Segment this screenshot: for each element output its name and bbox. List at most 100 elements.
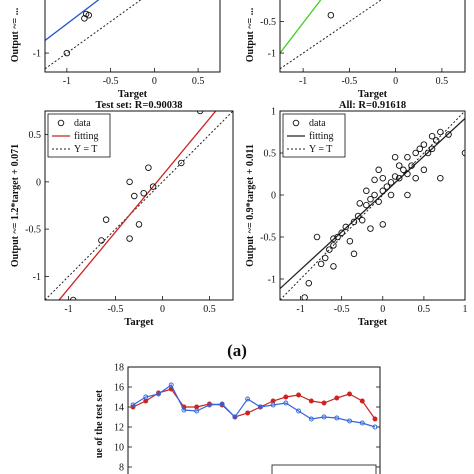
data-point bbox=[412, 174, 419, 182]
series-point-2 bbox=[156, 391, 161, 397]
fit-line bbox=[280, 0, 322, 54]
data-point bbox=[437, 174, 444, 182]
series-point-1 bbox=[194, 404, 200, 410]
data-point bbox=[391, 173, 399, 180]
panel-training-partial: -1 -0.5 0 0.5 -1 Target Output ~= ... bbox=[10, 0, 221, 100]
legend-marker-data bbox=[57, 119, 65, 127]
series-point-2 bbox=[321, 414, 327, 420]
axes-frame bbox=[279, 110, 466, 301]
data-point bbox=[412, 149, 419, 157]
series-point-1 bbox=[296, 392, 302, 398]
series-line-1 bbox=[132, 388, 376, 420]
x-tick-label: 0 bbox=[393, 76, 398, 87]
data-point bbox=[379, 221, 387, 228]
plot-area bbox=[45, 0, 142, 70]
y-tick-label: 0 bbox=[271, 191, 276, 202]
data-point bbox=[437, 128, 444, 136]
y-tick-label: -0.5 bbox=[260, 17, 276, 28]
data-point bbox=[354, 212, 362, 220]
x-axis-label: Target bbox=[124, 317, 154, 328]
series-point-2 bbox=[308, 416, 314, 422]
data-point bbox=[383, 183, 391, 190]
series-point-2 bbox=[181, 407, 187, 413]
panel-all: -1 -0.5 0 0.5 1 -1 -0.5 0 0.5 1 Target Output ~= 0.… bbox=[245, 100, 468, 328]
y-axis-label: ue of the test set bbox=[94, 389, 105, 458]
axes-frame bbox=[44, 110, 234, 301]
y-tick-label: -1 bbox=[33, 49, 41, 60]
x-tick-label: 1 bbox=[463, 304, 468, 315]
data-point bbox=[400, 166, 407, 174]
y-tick-label: 0.5 bbox=[29, 130, 42, 141]
series-point-1 bbox=[347, 391, 352, 397]
y-tick-label: 0.5 bbox=[264, 149, 277, 160]
series-point-2 bbox=[334, 415, 340, 421]
y-tick-label: -1 bbox=[268, 275, 276, 286]
series-point-2 bbox=[359, 420, 365, 426]
data-point bbox=[371, 191, 378, 199]
data-point bbox=[375, 166, 382, 174]
data-point bbox=[330, 263, 337, 270]
data-point bbox=[395, 162, 403, 169]
x-tick-label: -1 bbox=[296, 304, 304, 315]
x-tick-label: -0.5 bbox=[108, 304, 124, 315]
data-point bbox=[69, 296, 77, 300]
data-point bbox=[416, 145, 424, 153]
data-point bbox=[82, 10, 90, 18]
data-point bbox=[420, 166, 428, 174]
y-tick-label: -1 bbox=[268, 49, 276, 60]
series-point-1 bbox=[245, 410, 251, 416]
series-point-1 bbox=[359, 398, 365, 404]
data-point bbox=[371, 176, 378, 184]
data-point bbox=[420, 141, 428, 148]
data-point bbox=[408, 162, 415, 169]
series-point-2 bbox=[347, 418, 352, 424]
data-point bbox=[131, 192, 138, 200]
data-point bbox=[178, 159, 185, 167]
data-point bbox=[342, 223, 350, 231]
data-point bbox=[98, 237, 105, 244]
data-point bbox=[126, 235, 133, 242]
data-point bbox=[301, 294, 308, 300]
data-point bbox=[461, 149, 465, 157]
y-tick-label: 8 bbox=[119, 463, 124, 474]
data-point bbox=[445, 131, 452, 138]
y-tick-label: -0.5 bbox=[25, 225, 41, 236]
legend-label-ideal: Y = T bbox=[309, 144, 332, 155]
ideal-line bbox=[280, 0, 382, 70]
series-point-2 bbox=[257, 404, 263, 410]
y-tick-label: 16 bbox=[114, 383, 124, 394]
data-point bbox=[367, 225, 374, 232]
data-point bbox=[356, 200, 364, 207]
legend-label-fitting: fitting bbox=[74, 131, 98, 142]
series-point-2 bbox=[232, 414, 238, 420]
series-point-2 bbox=[283, 400, 289, 406]
legend-label-ideal: Y = T bbox=[74, 144, 97, 155]
chart-title: All: R=0.91618 bbox=[339, 100, 406, 111]
panel-comparison: 681012141618ue of the test set bbox=[94, 363, 381, 474]
series-point-2 bbox=[206, 402, 212, 408]
data-point bbox=[63, 49, 71, 57]
data-point bbox=[363, 187, 370, 195]
data-point bbox=[428, 145, 436, 153]
series-point-2 bbox=[194, 408, 200, 414]
data-point bbox=[379, 187, 387, 195]
y-axis-label: Output ~= 0.9*target + 0.011 bbox=[245, 144, 256, 267]
data-point bbox=[305, 279, 313, 287]
plot-area bbox=[280, 111, 465, 300]
x-tick-label: 0 bbox=[380, 304, 385, 315]
x-tick-label: 0 bbox=[152, 76, 157, 87]
axes-frame bbox=[44, 0, 221, 73]
data-point bbox=[375, 198, 382, 205]
data-point bbox=[327, 11, 335, 19]
fit-line bbox=[58, 111, 217, 300]
y-tick-label: 18 bbox=[114, 363, 124, 374]
series-point-2 bbox=[270, 402, 276, 408]
axes-frame bbox=[127, 366, 381, 474]
data-point bbox=[424, 149, 432, 157]
series-point-1 bbox=[334, 395, 340, 401]
x-tick-label: -0.5 bbox=[341, 76, 357, 87]
panel-test-set: -1 -0.5 0 0.5 -1 -0.5 0 0.5 Target Output ~= 1.2*… bbox=[10, 100, 234, 328]
data-point bbox=[102, 216, 110, 223]
